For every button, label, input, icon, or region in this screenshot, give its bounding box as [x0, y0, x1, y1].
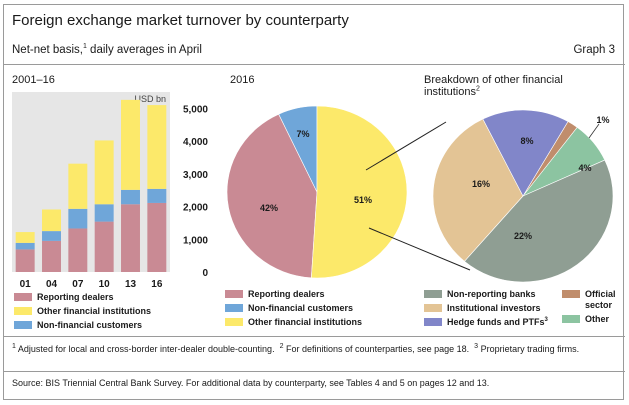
pie-data-label: 22% [514, 231, 532, 241]
pie-data-label: 4% [578, 163, 591, 173]
bar-segment [68, 163, 88, 209]
pie-connector-lines [365, 121, 471, 271]
legend3-hedge-funds-label: Hedge funds and PTFs3 [447, 317, 549, 327]
graph-title: Foreign exchange market turnover by coun… [12, 12, 349, 29]
bar-segment [147, 188, 167, 203]
y-unit-label: USD bn [134, 94, 166, 104]
bar-segment [121, 99, 140, 190]
legend-other-financial-label: Other financial institutions [37, 306, 151, 316]
graph-subtitle: Net-net basis,1 daily averages in April [12, 43, 202, 56]
legend3-institutional-investors-swatch [424, 304, 442, 312]
bar-segment [15, 249, 35, 272]
x-tick-label: 04 [46, 279, 58, 290]
bar-segment [147, 105, 167, 189]
bar-segment [94, 204, 114, 222]
legend-reporting-dealers-label: Reporting dealers [37, 292, 114, 302]
pie-chart-2016: 42% 7% 51% [226, 105, 408, 279]
y-tick-label: 1,000 [183, 235, 208, 246]
legend-non-financial-swatch [14, 321, 32, 329]
bar-segment [42, 231, 61, 241]
legend3-institutional-investors-label: Institutional investors [447, 303, 541, 313]
legend3-hedge-funds-swatch [424, 318, 442, 326]
y-tick-label: 5,000 [183, 104, 208, 115]
pie-slice [432, 118, 524, 262]
legend3-non-reporting-banks-label: Non-reporting banks [447, 289, 536, 299]
pie-data-label: 16% [472, 179, 490, 189]
y-tick-label: 2,000 [183, 203, 208, 214]
graph-frame [3, 4, 624, 400]
x-tick-label: 13 [125, 279, 137, 290]
header-rule [4, 64, 625, 65]
bar-segment [94, 221, 114, 272]
legend2-reporting-dealers-swatch [225, 290, 243, 298]
bar-segment [94, 140, 114, 205]
x-tick-label: 10 [99, 279, 111, 290]
legend2-reporting-dealers-label: Reporting dealers [248, 289, 325, 299]
pie-slice [464, 159, 614, 283]
bar-segment [147, 202, 167, 272]
graph-number: Graph 3 [573, 44, 615, 56]
bar-segment [42, 240, 61, 272]
pie-data-label: 7% [296, 129, 309, 139]
y-tick-label: 0 [202, 268, 208, 279]
connector-line-top [365, 121, 447, 171]
pie-slice [482, 109, 569, 197]
bar-plot-area [12, 92, 170, 272]
pie-data-label: 1% [596, 115, 609, 125]
connector-line-bottom [368, 227, 471, 271]
legend3-sector-label: sector [585, 300, 613, 310]
legend-reporting-dealers-swatch [14, 293, 32, 301]
y-tick-label: 3,000 [183, 170, 208, 181]
bar-segment [42, 209, 61, 232]
legend2-other-financial-label: Other financial institutions [248, 317, 362, 327]
bar-segment [15, 232, 35, 243]
pie1-panel-title: 2016 [230, 74, 255, 86]
bar-segment [15, 242, 35, 250]
source-rule [4, 371, 625, 372]
x-tick-label: 16 [151, 279, 163, 290]
bar-segment [121, 189, 140, 205]
legend3-other-swatch [562, 315, 580, 323]
legend3-official-swatch [562, 290, 580, 298]
leader-line [588, 123, 600, 139]
stacked-bar-chart: USD bn 0 1,000 2,000 3,000 4,000 5,000 01 04 07 10… [12, 92, 208, 290]
legend3-non-reporting-banks-swatch [424, 290, 442, 298]
x-tick-label: 01 [20, 279, 32, 290]
pie-data-label: 8% [520, 136, 533, 146]
legend-non-financial-label: Non-financial customers [37, 320, 142, 330]
footnotes: 1 Adjusted for local and cross-border in… [12, 343, 580, 354]
legend3-official-label: Official [585, 289, 616, 299]
legend2-non-financial-swatch [225, 304, 243, 312]
bar-segment [68, 228, 88, 272]
source-note: Source: BIS Triennial Central Bank Surve… [12, 378, 490, 388]
legend2-non-financial-label: Non-financial customers [248, 303, 353, 313]
x-tick-label: 07 [72, 279, 84, 290]
legends: Reporting dealers Other financial institu… [14, 289, 616, 330]
legend3-other-label: Other [585, 314, 610, 324]
pie-data-label: 51% [354, 195, 372, 205]
footnote-rule [4, 336, 625, 337]
pie-slice [311, 105, 408, 279]
pie2-panel-title: Breakdown of other financial institution… [424, 74, 563, 98]
y-tick-label: 4,000 [183, 137, 208, 148]
bar-segment [121, 204, 140, 272]
pie-data-label: 42% [260, 203, 278, 213]
bar-segment [68, 208, 88, 229]
legend-other-financial-swatch [14, 307, 32, 315]
bar-panel-title: 2001–16 [12, 74, 55, 86]
legend2-other-financial-swatch [225, 318, 243, 326]
pie-slice [226, 113, 318, 279]
pie-chart-ofi-breakdown: 22% 16% 8% 1% 4% [432, 109, 614, 283]
